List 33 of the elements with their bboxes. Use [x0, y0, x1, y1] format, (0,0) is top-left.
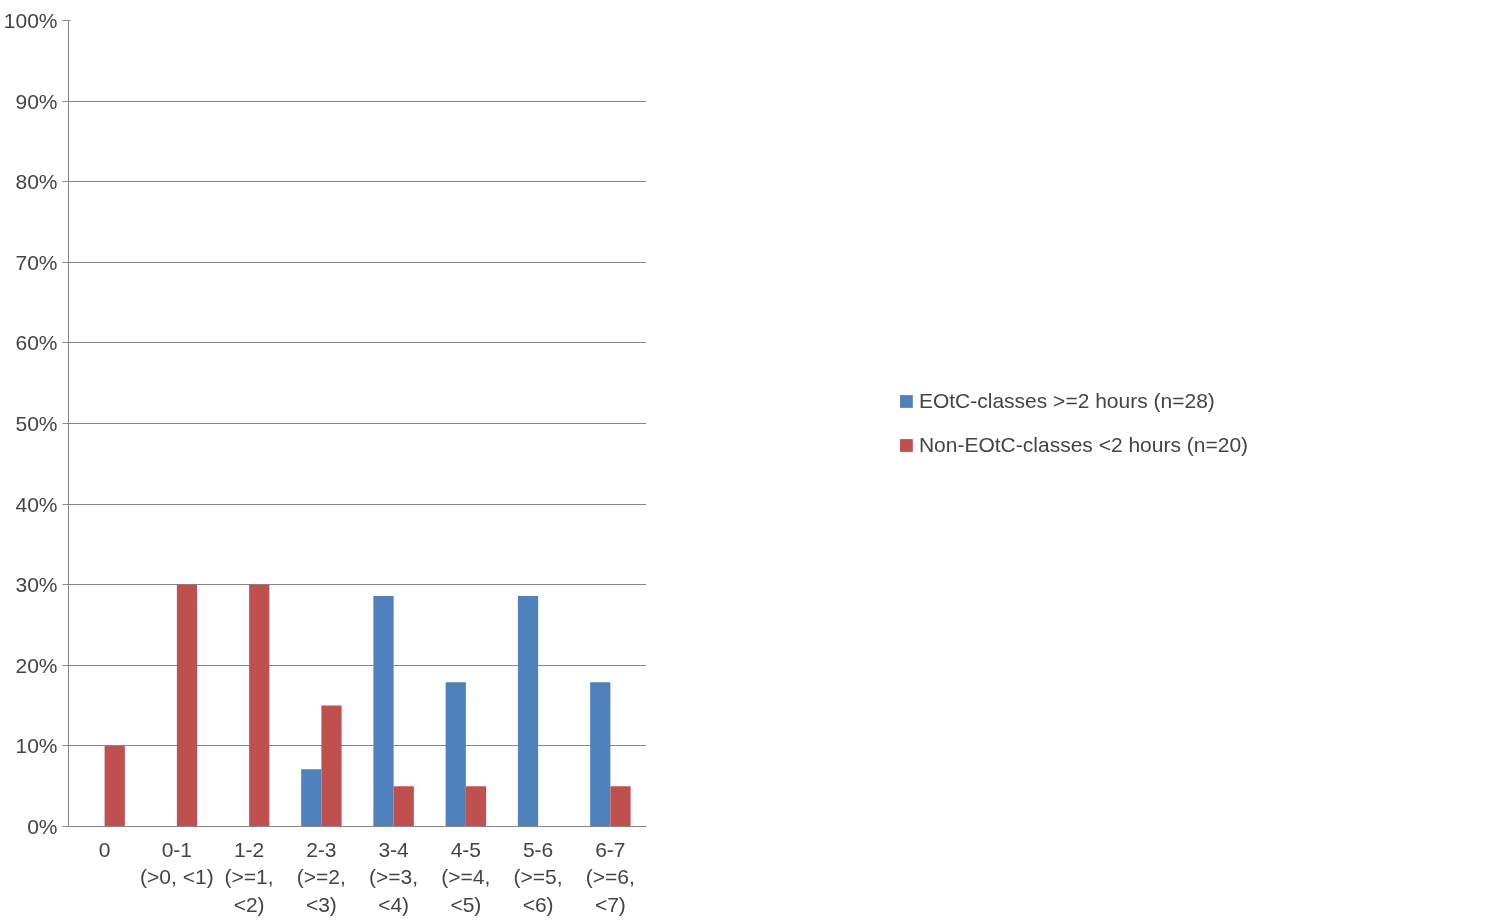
y-tick-label: 0%: [27, 815, 58, 838]
y-tick-label: 70%: [15, 250, 58, 274]
bar: [445, 682, 466, 827]
y-tick-label: 30%: [15, 573, 58, 597]
bar: [590, 682, 611, 827]
y-tick-label: 20%: [15, 653, 58, 677]
x-tick-label: 3-4 (>=3, <4): [369, 837, 419, 916]
y-tick-label: 90%: [15, 89, 58, 113]
bar: [176, 584, 198, 827]
bar: [393, 786, 414, 827]
x-tick-label: 1-2 (>=1, <2): [224, 837, 274, 916]
legend-label: Non-EOtC-classes <2 hours (n=20): [918, 433, 1249, 457]
y-tick-label: 80%: [15, 170, 58, 194]
bar: [249, 584, 270, 827]
y-tick-label: 50%: [15, 412, 58, 435]
bar: [373, 595, 394, 827]
x-tick-label: 0: [98, 837, 111, 861]
bar: [465, 786, 487, 827]
bar: [321, 705, 342, 827]
y-tick-label: 100%: [3, 9, 58, 32]
x-tick-label: 4-5 (>=4, <5): [441, 837, 491, 916]
x-tick-label: 6-7 (>=6, <7): [585, 837, 635, 916]
y-tick-label: 40%: [15, 492, 58, 516]
bar: [517, 595, 539, 827]
legend-label: EOtC-classes >=2 hours (n=28): [918, 389, 1215, 413]
y-tick-label: 60%: [15, 331, 58, 355]
x-tick-label: 5-6 (>=5, <6): [513, 837, 563, 916]
bar: [610, 786, 631, 827]
y-tick-label: 10%: [15, 734, 58, 758]
bar: [104, 745, 125, 827]
x-tick-label: 0-1 (>0, <1): [140, 837, 214, 889]
bar: [301, 769, 322, 827]
x-tick-label: 2-3 (>=2, <3): [296, 837, 346, 916]
